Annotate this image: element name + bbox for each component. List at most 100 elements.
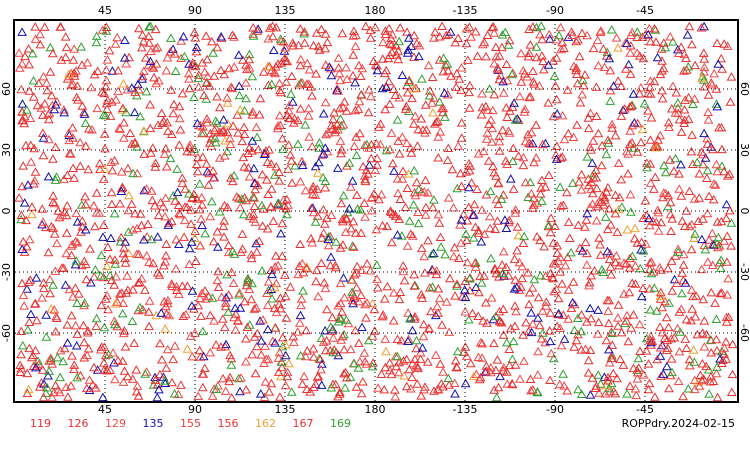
observation-marker (553, 308, 564, 318)
observation-marker (307, 237, 318, 247)
observation-marker (293, 115, 303, 125)
observation-marker (160, 193, 171, 202)
observation-marker (125, 128, 136, 137)
observation-marker (187, 286, 198, 295)
observation-marker (202, 54, 213, 64)
observation-marker (551, 141, 562, 150)
observation-marker (202, 166, 213, 176)
observation-marker (491, 365, 501, 374)
observation-marker (295, 24, 306, 33)
observation-marker (187, 60, 198, 70)
observation-marker (238, 55, 248, 64)
observation-marker (34, 382, 45, 391)
observation-marker (525, 91, 536, 101)
observation-marker (413, 184, 424, 194)
observation-marker (460, 378, 471, 388)
observation-marker (197, 220, 207, 229)
observation-marker (158, 201, 169, 211)
observation-marker (28, 75, 39, 85)
observation-marker (105, 365, 115, 374)
observation-marker (470, 222, 481, 231)
lat-tick-label: 0 (0, 208, 13, 215)
observation-marker (402, 87, 413, 97)
observation-marker (660, 296, 670, 306)
observation-marker (423, 60, 434, 70)
observation-marker (572, 120, 582, 129)
observation-marker (651, 217, 662, 226)
observation-marker (709, 68, 719, 78)
observation-marker (559, 334, 570, 343)
observation-marker (491, 42, 501, 51)
observation-marker (314, 143, 325, 152)
observation-marker (189, 233, 200, 242)
observation-marker (325, 322, 336, 331)
observation-marker (369, 326, 380, 335)
observation-marker (327, 124, 338, 133)
observation-marker (99, 88, 110, 98)
observation-marker (546, 348, 557, 358)
observation-marker (625, 253, 635, 263)
observation-marker (52, 352, 63, 362)
observation-marker (253, 144, 264, 154)
observation-marker (18, 290, 29, 300)
observation-marker (604, 344, 614, 354)
observation-marker (501, 262, 512, 271)
observation-marker (525, 177, 536, 187)
observation-marker (535, 270, 546, 280)
observation-marker (180, 184, 191, 193)
observation-marker (670, 153, 681, 163)
observation-marker (27, 48, 38, 58)
observation-marker (22, 284, 32, 293)
observation-marker (613, 158, 624, 167)
observation-marker (320, 143, 331, 152)
observation-marker (222, 269, 232, 279)
observation-marker (94, 158, 105, 168)
observation-marker (613, 321, 623, 330)
observation-marker (686, 285, 697, 294)
observation-marker (697, 149, 708, 159)
observation-marker (50, 266, 61, 275)
observation-marker (312, 168, 323, 177)
observation-marker (672, 98, 683, 107)
observation-marker (483, 156, 494, 165)
observation-marker (584, 280, 594, 290)
observation-marker (109, 280, 120, 289)
observation-marker (556, 201, 566, 210)
observation-marker (726, 387, 737, 396)
observation-marker (250, 217, 261, 226)
observation-marker (413, 218, 424, 228)
observation-marker (196, 128, 207, 138)
observation-marker (569, 342, 580, 351)
observation-marker (24, 343, 35, 353)
observation-marker (645, 178, 656, 187)
observation-marker (382, 221, 392, 231)
observation-marker (719, 166, 729, 176)
observation-marker (354, 296, 364, 306)
observation-marker (91, 208, 102, 217)
observation-marker (47, 48, 58, 58)
observation-marker (448, 251, 459, 261)
observation-marker (634, 88, 645, 98)
observation-marker (681, 206, 692, 215)
observation-marker (680, 278, 691, 287)
observation-marker (711, 99, 722, 108)
observation-marker (302, 262, 312, 271)
observation-marker (192, 166, 203, 176)
observation-marker (19, 301, 29, 310)
observation-marker (69, 68, 80, 77)
observation-marker (335, 136, 346, 145)
observation-marker (38, 150, 49, 160)
observation-marker (140, 369, 151, 378)
observation-marker (715, 288, 726, 298)
observation-marker (678, 391, 688, 401)
observation-marker (101, 81, 111, 91)
observation-marker (518, 160, 529, 170)
observation-marker (594, 388, 604, 397)
observation-marker (476, 236, 487, 246)
observation-marker (712, 166, 723, 176)
observation-marker (271, 161, 282, 171)
observation-marker (559, 381, 570, 390)
observation-marker (137, 74, 148, 83)
observation-marker (152, 267, 163, 277)
observation-marker (286, 387, 297, 396)
